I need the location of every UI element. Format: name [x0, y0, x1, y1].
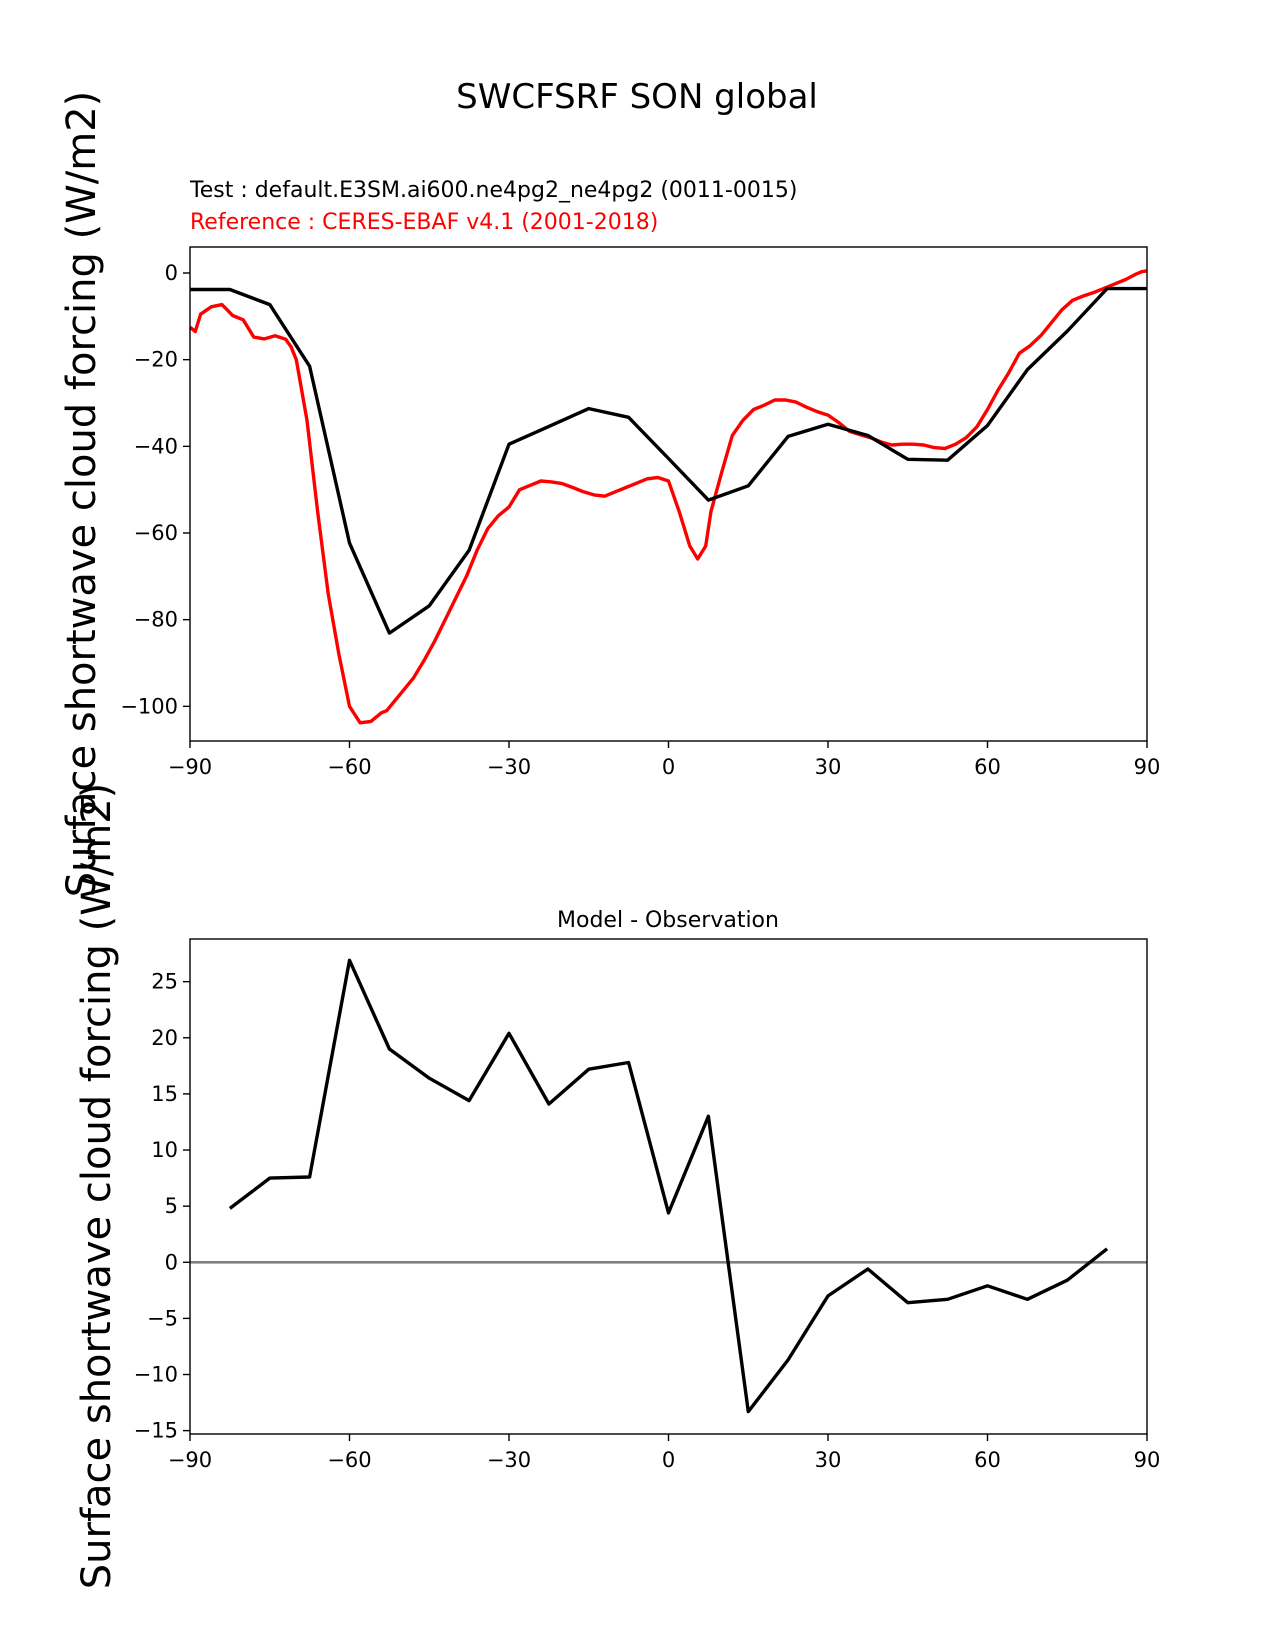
x-tick-label: 60 [974, 755, 1001, 779]
y-tick-label: −40 [134, 434, 178, 458]
top-y-axis-label: Surface shortwave cloud forcing (W/m2) [59, 91, 105, 897]
x-tick-label: 30 [815, 755, 842, 779]
x-tick-label: 90 [1134, 755, 1161, 779]
y-tick-label: 0 [165, 261, 178, 285]
y-tick-label: 10 [151, 1138, 178, 1162]
y-tick-label: 5 [165, 1194, 178, 1218]
series-line-test [190, 286, 1147, 635]
y-tick-label: −20 [134, 348, 178, 372]
x-tick-label: 60 [974, 1448, 1001, 1472]
x-tick-label: −30 [487, 755, 531, 779]
legend-reference-label: Reference : CERES-EBAF v4.1 (2001-2018) [190, 210, 658, 235]
bottom-panel-title: Model - Observation [557, 908, 779, 933]
bottom-axes-frame [189, 938, 1148, 1435]
legend-test-label: Test : default.E3SM.ai600.ne4pg2_ne4pg2 … [189, 178, 797, 203]
x-tick-label: 90 [1134, 1448, 1161, 1472]
bottom-y-axis-label: Surface shortwave cloud forcing (W/m2) [74, 783, 120, 1589]
bottom-series [228, 958, 1109, 1414]
bottom-x-ticks: −90 −60 −30 0 30 60 90 [168, 1434, 1161, 1472]
y-tick-label: −80 [134, 608, 178, 632]
y-tick-label: 20 [151, 1026, 178, 1050]
x-tick-label: −90 [168, 755, 212, 779]
y-tick-label: −15 [134, 1419, 178, 1443]
y-tick-label: 15 [151, 1082, 178, 1106]
x-tick-label: −90 [168, 1448, 212, 1472]
y-tick-label: −100 [120, 694, 178, 718]
y-tick-label: 25 [151, 970, 178, 994]
y-tick-label: −60 [134, 521, 178, 545]
top-series [188, 269, 1148, 725]
y-tick-label: 0 [165, 1250, 178, 1274]
y-tick-label: −10 [134, 1363, 178, 1387]
series-line-model-observation [228, 958, 1109, 1414]
y-tick-label: −5 [147, 1306, 178, 1330]
top-y-ticks: 0 −20 −40 −60 −80 −100 [120, 261, 190, 718]
x-tick-label: −60 [327, 1448, 371, 1472]
x-tick-label: −60 [327, 755, 371, 779]
x-tick-label: 0 [662, 755, 675, 779]
figure-title: SWCFSRF SON global [456, 77, 818, 117]
top-x-ticks: −90 −60 −30 0 30 60 90 [168, 741, 1161, 779]
series-line-reference [188, 269, 1148, 725]
top-axes-frame [189, 246, 1148, 742]
bottom-y-ticks: 25 20 15 10 5 0 −5 −10 −15 [134, 970, 190, 1443]
x-tick-label: 30 [815, 1448, 842, 1472]
x-tick-label: −30 [487, 1448, 531, 1472]
x-tick-label: 0 [662, 1448, 675, 1472]
bottom-panel: Model - Observation 25 20 15 10 5 0 −5 −10 −15 −… [74, 783, 1160, 1589]
top-panel: Test : default.E3SM.ai600.ne4pg2_ne4pg2 … [59, 91, 1160, 897]
